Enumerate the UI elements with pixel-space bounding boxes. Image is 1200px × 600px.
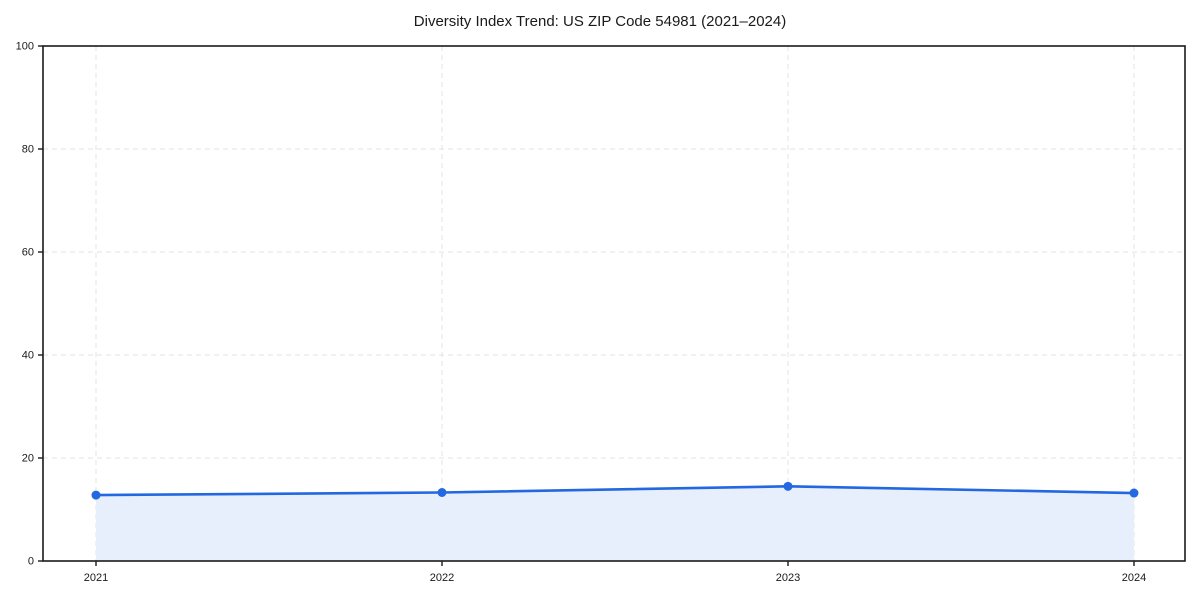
x-tick-label: 2021 [84,572,108,584]
y-tick-label: 40 [22,350,34,362]
chart-title: Diversity Index Trend: US ZIP Code 54981… [413,13,787,30]
x-tick-label: 2024 [1122,572,1146,584]
data-point [783,481,793,491]
y-tick-label: 20 [22,453,34,465]
y-tick-label: 60 [22,247,34,259]
y-tick-label: 80 [22,144,34,156]
data-point [91,490,101,500]
y-tick-label: 0 [28,556,34,568]
data-point [437,488,447,498]
plot-border [42,45,1186,562]
x-tick-label: 2023 [776,572,800,584]
area-fill [96,486,1134,561]
y-tick-label: 100 [16,41,34,53]
x-tick-label: 2022 [430,572,454,584]
data-point [1129,488,1139,498]
trend-line [94,485,1136,497]
